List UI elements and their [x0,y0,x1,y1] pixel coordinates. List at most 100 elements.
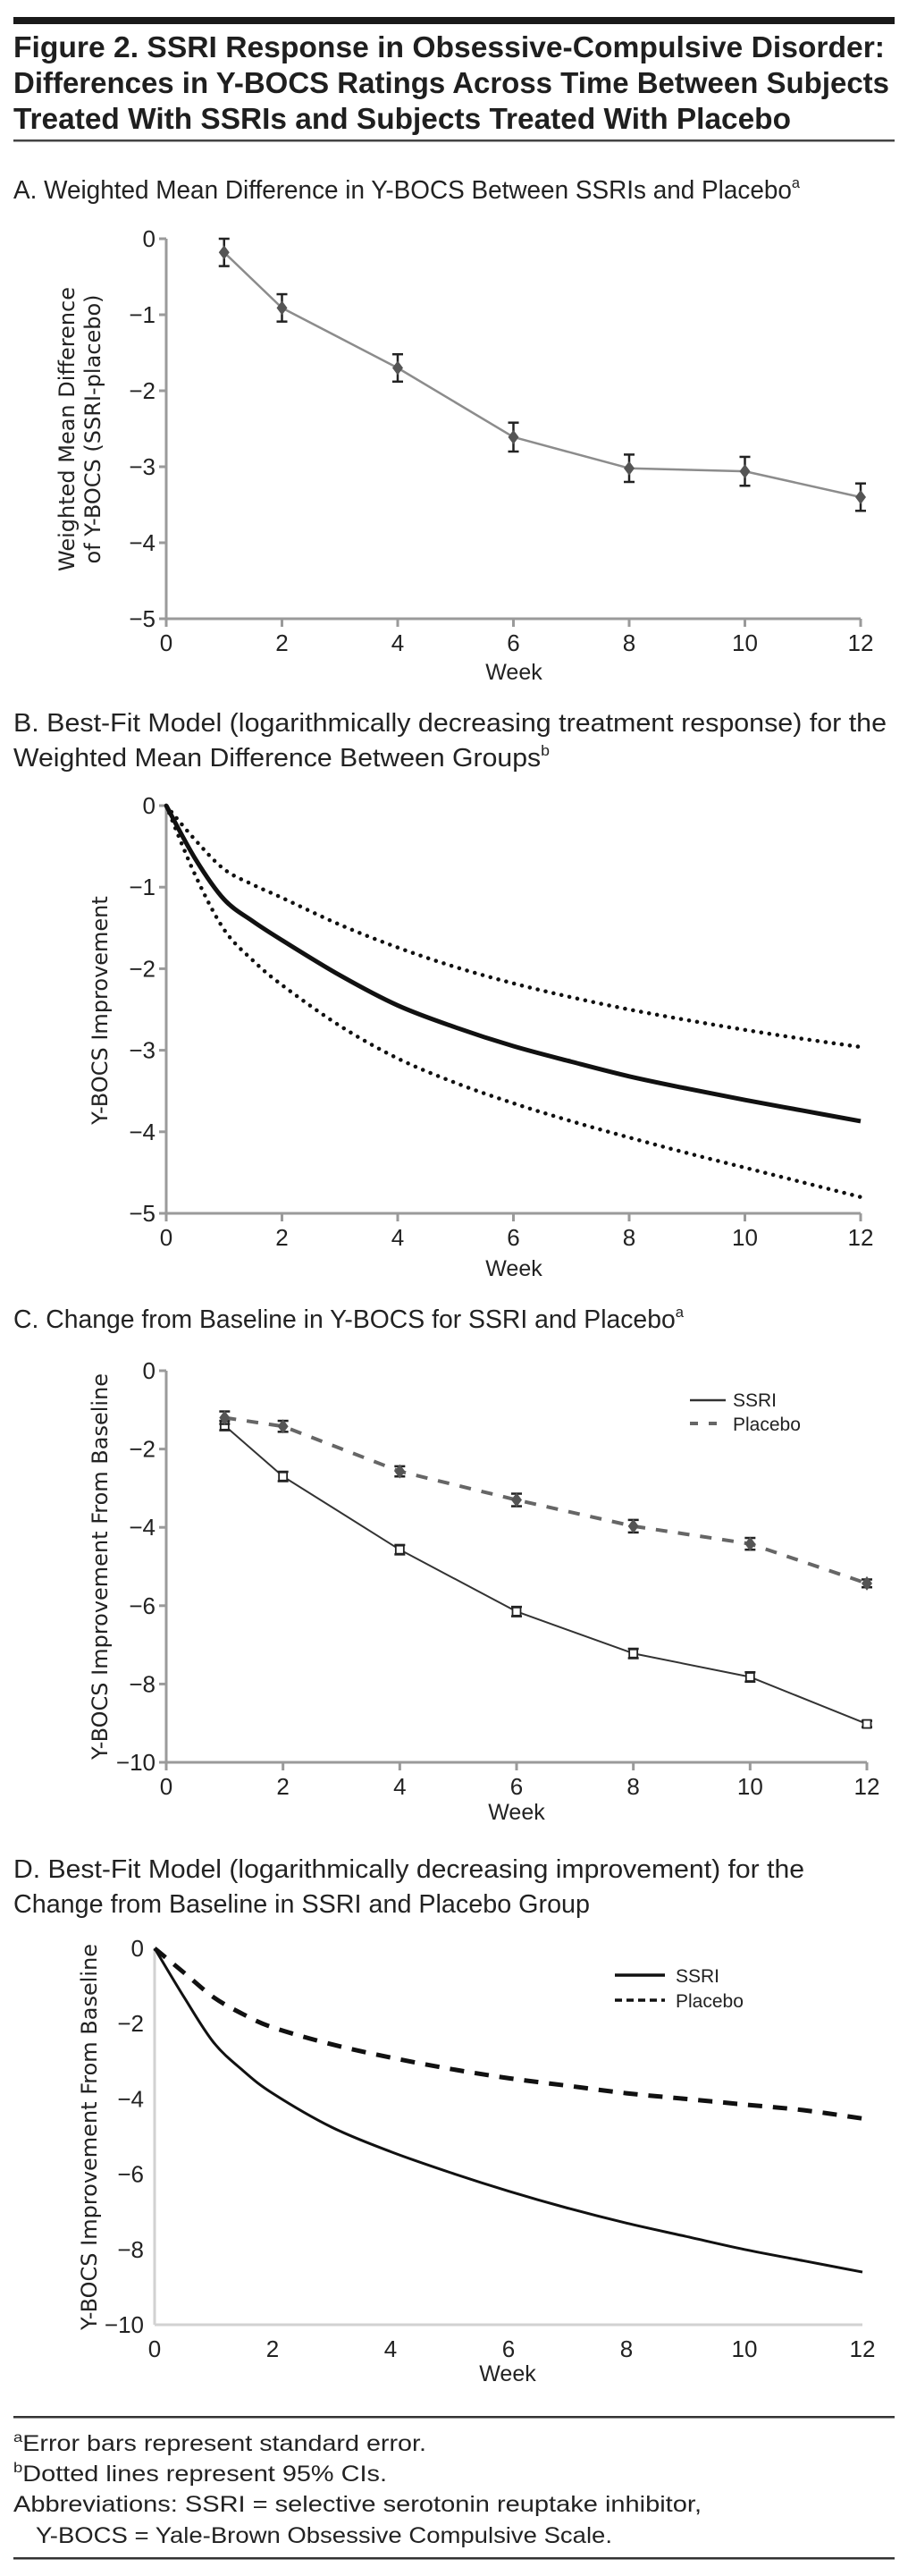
panel-a-xtick-label: 2 [275,629,288,656]
panel-a-ylabel-line-1: Weighted Mean Difference [55,287,80,571]
panel-b-xtick-label: 0 [160,1224,172,1251]
footnote-abbrev-2: Y-BOCS = Yale-Brown Obsessive Compulsive… [36,2523,612,2548]
panel-b-ytick-label: 0 [143,792,156,819]
panel-d-heading-line-1: D. Best-Fit Model (logarithmically decre… [13,1855,804,1884]
title-bottom-rule [13,139,895,142]
panel-d-ytick-label: −4 [117,2085,144,2112]
panel-c-ytick-label: 0 [143,1357,156,1384]
footnote-a-text: Error bars represent standard error. [22,2431,426,2456]
footnote-abbrev-1: Abbreviations: SSRI = selective serotoni… [13,2492,702,2517]
panel-a-xlabel: Week [485,660,542,685]
panel-d-xtick-label: 2 [266,2335,279,2362]
panel-b-heading-sup: b [541,742,550,759]
panel-d-legend: SSRI Placebo [615,1966,744,2012]
panel-c-xtick-label: 8 [626,1773,639,1800]
chart-d: 0−2−4−6−8−100 2 4 6 8 10 12 [105,1935,876,2362]
panel-b-ytick-label: −5 [129,1200,156,1227]
panel-c-xtick-label: 4 [393,1773,406,1800]
panel-a-data-point [508,429,519,444]
panel-a-ylabel-line-2: of Y-BOCS (SSRI-placebo) [80,294,105,563]
title-line-3: Treated With SSRIs and Subjects Treated … [13,102,791,135]
legend-c-placebo-label: Placebo [733,1415,801,1435]
legend-d-ssri-label: SSRI [676,1966,719,1987]
panel-c-ytick-label: −2 [129,1436,156,1463]
chart-b: 0−1−2−3−4−50 2 4 6 8 10 12 [129,792,873,1251]
title-line-1: Figure 2. SSRI Response in Obsessive-Com… [13,30,885,63]
footnote-top-rule [13,2416,895,2419]
title-top-rule [13,17,895,24]
chart-c: 0−2−4−6−8−100 2 4 6 8 10 12 [116,1357,880,1800]
panel-a-ytick-label: −1 [129,301,156,328]
panel-b-heading-text: Weighted Mean Difference Between Groups [13,744,541,773]
panel-d-xtick-label: 6 [502,2335,515,2362]
panel-d-ytick-label: −10 [105,2311,144,2338]
panel-c-data-point [278,1471,289,1482]
panel-d-ytick-label: −6 [117,2161,144,2188]
panel-c-data-point [511,1606,522,1617]
panel-b-ytick-label: −3 [129,1037,156,1064]
panel-c-series-ssri-line [223,1424,868,1726]
panel-c-heading-text: C. Change from Baseline in Y-BOCS for SS… [13,1305,676,1334]
panel-d-ytick-label: 0 [131,1935,144,1962]
panel-b-xtick-label: 8 [623,1224,635,1251]
panel-a-series-ssri-placebo-line [223,251,862,499]
footnote-a-sup: a [13,2430,22,2445]
panel-b-xtick-label: 4 [391,1224,404,1251]
panel-c-data-point [219,1410,231,1425]
title-line-2: Differences in Y-BOCS Ratings Across Tim… [13,66,889,99]
panel-a-data-point [218,245,230,260]
panel-d-xtick-label: 4 [384,2335,397,2362]
panel-b-xtick-label: 2 [275,1224,288,1251]
panel-b-xlabel: Week [485,1256,542,1281]
panel-c-heading: C. Change from Baseline in Y-BOCS for SS… [13,1304,685,1334]
panel-c-data-point [277,1419,289,1434]
panel-d-xtick-label: 12 [850,2335,876,2362]
legend-c-ssri-label: SSRI [733,1390,777,1411]
panel-c-data-point [862,1575,872,1591]
panel-c-data-point [511,1492,522,1508]
figure-title: Figure 2. SSRI Response in Obsessive-Com… [13,30,889,135]
panel-a-heading-sup: a [792,174,801,191]
footnote-bottom-rule [13,2557,895,2560]
panel-c-data-point [862,1719,872,1729]
panel-a-xtick-label: 4 [391,629,404,656]
panel-c-xtick-label: 2 [276,1773,289,1800]
panel-d-series-ssri-line [153,1947,863,2274]
panel-c-legend: SSRI Placebo [690,1390,801,1435]
panel-b-series-upper-95-ci-line [164,803,863,1050]
footnote-b: bDotted lines represent 95% CIs. [13,2461,387,2487]
panel-d-heading-line-2: Change from Baseline in SSRI and Placebo… [13,1890,590,1919]
footnotes: aError bars represent standard error. bD… [13,2430,702,2548]
panel-c-data-point [744,1672,755,1682]
panel-c-data-point [394,1464,406,1479]
panel-c-xtick-label: 6 [510,1773,523,1800]
panel-c-xlabel: Week [488,1800,545,1825]
panel-c-heading-sup: a [676,1304,685,1321]
panel-a-xtick-label: 8 [623,629,635,656]
panel-c-data-point [627,1518,639,1533]
panel-a-data-point [392,360,403,376]
panel-d-xlabel: Week [479,2361,536,2386]
panel-a-data-point [855,490,866,504]
legend-d-placebo-label: Placebo [676,1991,744,2012]
panel-a-ytick-label: −2 [129,377,156,404]
panel-b-ytick-label: −4 [129,1119,156,1145]
panel-c-data-point [394,1544,405,1555]
panel-d-series-placebo-line [153,1947,863,2121]
panel-c-ytick-label: −10 [116,1749,156,1776]
panel-b-ytick-label: −1 [129,874,156,900]
panel-c-ytick-label: −6 [129,1592,156,1619]
panel-d-ytick-label: −8 [117,2236,144,2263]
panel-c-data-point [744,1536,756,1551]
panel-c-ylabel: Y-BOCS Improvement From Baseline [88,1373,113,1761]
panel-b-xtick-label: 12 [848,1224,874,1251]
panel-b-series-lower-95-ci-line [164,803,863,1200]
panel-a-xtick-label: 10 [732,629,758,656]
panel-c-xtick-label: 12 [854,1773,880,1800]
panel-d-xtick-label: 10 [732,2335,758,2362]
panel-b-heading-line-1: B. Best-Fit Model (logarithmically decre… [13,709,887,738]
panel-c-ytick-label: −8 [129,1670,156,1697]
footnote-b-sup: b [13,2461,22,2476]
panel-a-ytick-label: −4 [129,529,156,556]
